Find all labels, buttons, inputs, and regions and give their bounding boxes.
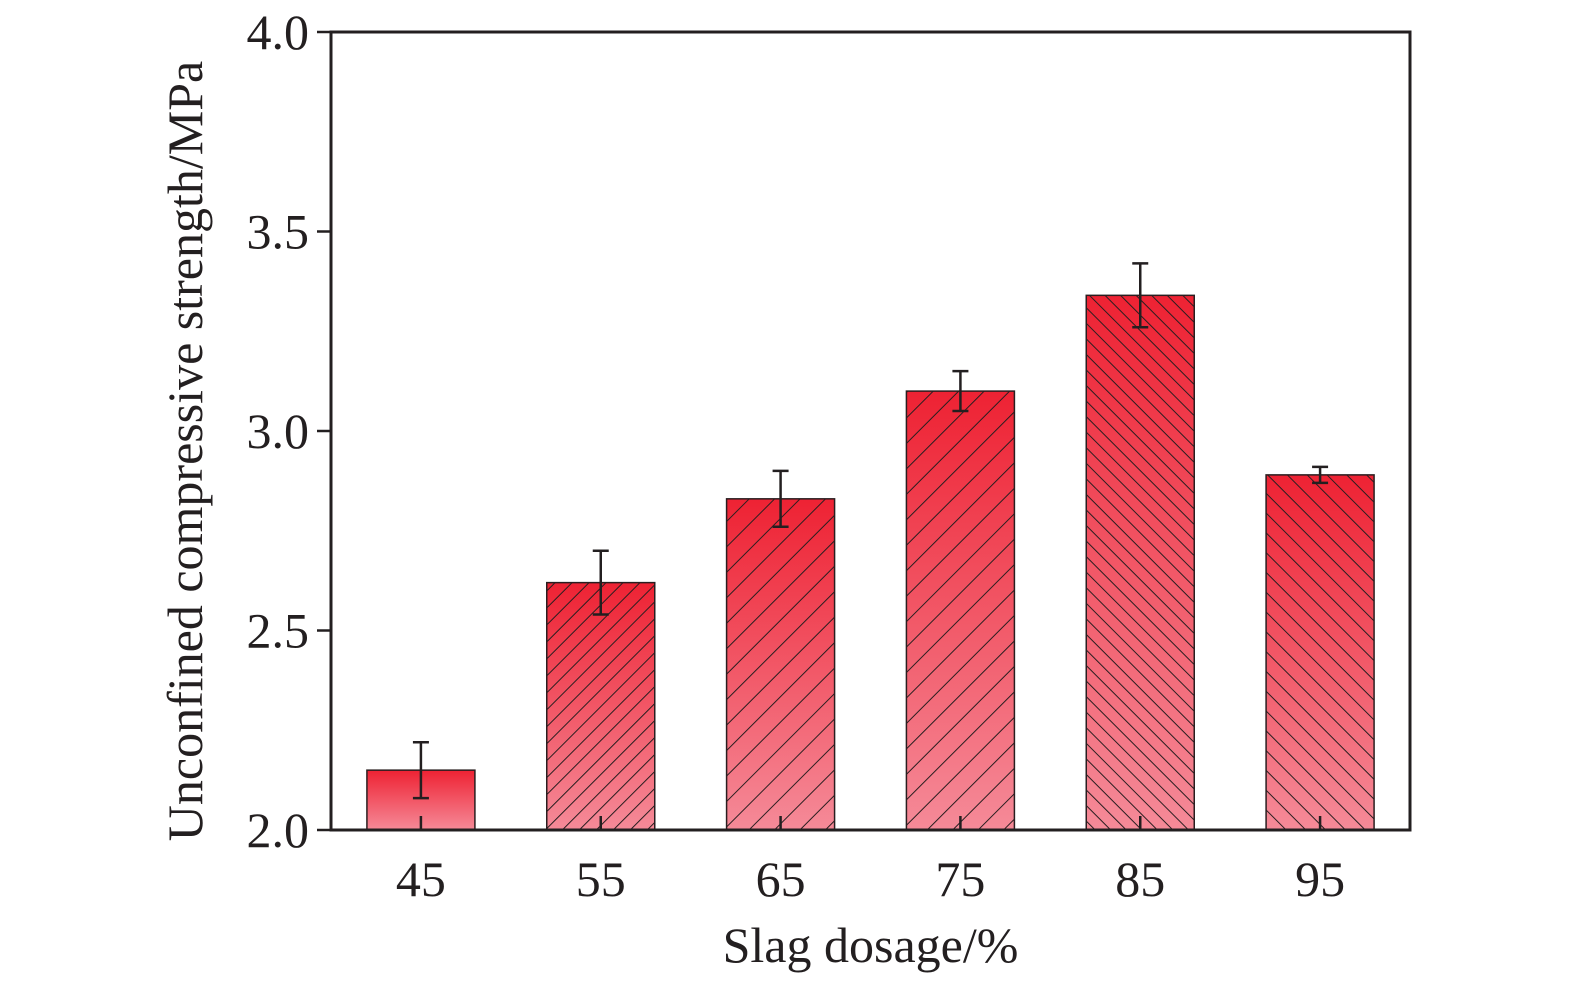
bar [546,581,656,831]
x-tick-label: 55 [576,851,626,907]
error-bar [1132,262,1149,329]
error-bar [952,369,969,413]
x-tick-label: 95 [1295,851,1345,907]
bar [1085,294,1195,831]
y-axis-label: Unconfined compressive strength/MPa [157,61,213,841]
error-bar [592,549,609,616]
x-tick-label: 45 [396,851,446,907]
x-tick-label: 85 [1115,851,1165,907]
bar-hatch [1266,474,1375,830]
x-tick-label: 75 [935,851,985,907]
x-axis-ticks: 45 55 65 75 85 95 [396,816,1345,907]
bar-hatch [1086,295,1195,831]
x-axis-label: Slag dosage/% [723,917,1019,973]
bar [725,498,836,831]
y-axis-ticks: 2.0 2.5 3.0 3.5 4.0 [247,4,331,858]
y-tick-label: 2.5 [247,603,310,659]
bar-hatch [906,391,1015,830]
y-tick-label: 2.0 [247,802,310,858]
bar-hatch [546,582,655,830]
bar [905,390,1016,831]
error-bars-group [412,262,1329,800]
error-bar [1312,465,1329,485]
y-tick-label: 3.0 [247,403,310,459]
error-bar [772,469,789,529]
y-tick-label: 3.5 [247,204,310,260]
bars-group [366,294,1375,831]
bar-hatch [726,498,835,830]
x-tick-label: 65 [756,851,806,907]
bar [1265,474,1375,831]
y-tick-label: 4.0 [247,4,310,60]
error-bar [412,740,429,800]
plot-frame [329,30,1412,832]
